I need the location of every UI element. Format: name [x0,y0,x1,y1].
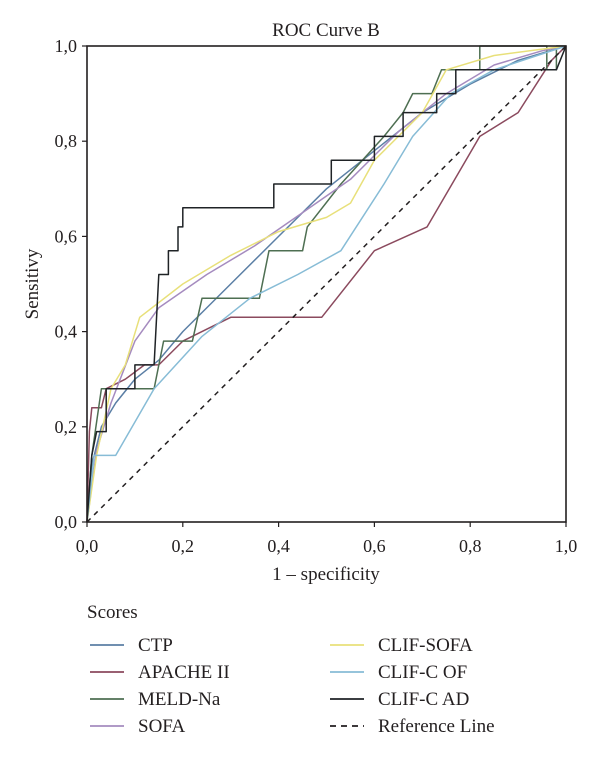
chart-title: ROC Curve B [272,20,380,41]
y-tick-label: 0,4 [55,322,78,342]
legend-label: CLIF-SOFA [378,635,473,656]
legend-title: Scores [87,602,138,623]
series-line-clif-sofa [86,45,567,523]
x-axis-ticks: 0,0 0,2 0,4 0,6 0,8 1,0 [76,522,578,556]
x-axis-label: 1 – specificity [272,564,380,585]
legend-label: CLIF-C AD [378,689,469,710]
legend-label: MELD-Na [138,689,221,710]
legend-item-clif-c-ad: CLIF-C AD [330,689,469,710]
plot-series [86,45,567,523]
y-tick-label: 0,6 [55,226,78,246]
x-tick-label: 0,8 [459,536,482,556]
legend-item-reference-line: Reference Line [330,716,495,737]
legend-label: CTP [138,635,173,656]
legend-item-clif-c-of: CLIF-C OF [330,662,467,683]
x-tick-label: 0,4 [267,536,290,556]
x-tick-label: 0,0 [76,536,99,556]
legend-item-sofa: SOFA [90,716,185,737]
x-tick-label: 0,6 [363,536,386,556]
legend: CTP APACHE II MELD-Na SOFA CLIF-SOFA CLIF-C O… [90,635,495,737]
legend-label: SOFA [138,716,185,737]
y-axis-label: Sensitivy [22,248,43,319]
legend-item-meld-na: MELD-Na [90,689,221,710]
legend-item-clif-sofa: CLIF-SOFA [330,635,473,656]
series-line-reference-line [86,45,567,523]
x-tick-label: 0,2 [172,536,195,556]
y-tick-label: 0,2 [55,417,78,437]
plot-frame [86,45,567,523]
legend-item-ctp: CTP [90,635,173,656]
y-tick-label: 0,0 [55,512,78,532]
legend-label: APACHE II [138,662,230,683]
y-tick-label: 0,8 [55,131,78,151]
series-line-clif-c-ad [86,45,567,523]
y-axis-ticks: 0,0 0,2 0,4 0,6 0,8 1,0 [55,36,87,532]
y-tick-label: 1,0 [55,36,78,56]
legend-label: CLIF-C OF [378,662,467,683]
x-tick-label: 1,0 [555,536,578,556]
legend-label: Reference Line [378,716,495,737]
legend-item-apache-ii: APACHE II [90,662,230,683]
